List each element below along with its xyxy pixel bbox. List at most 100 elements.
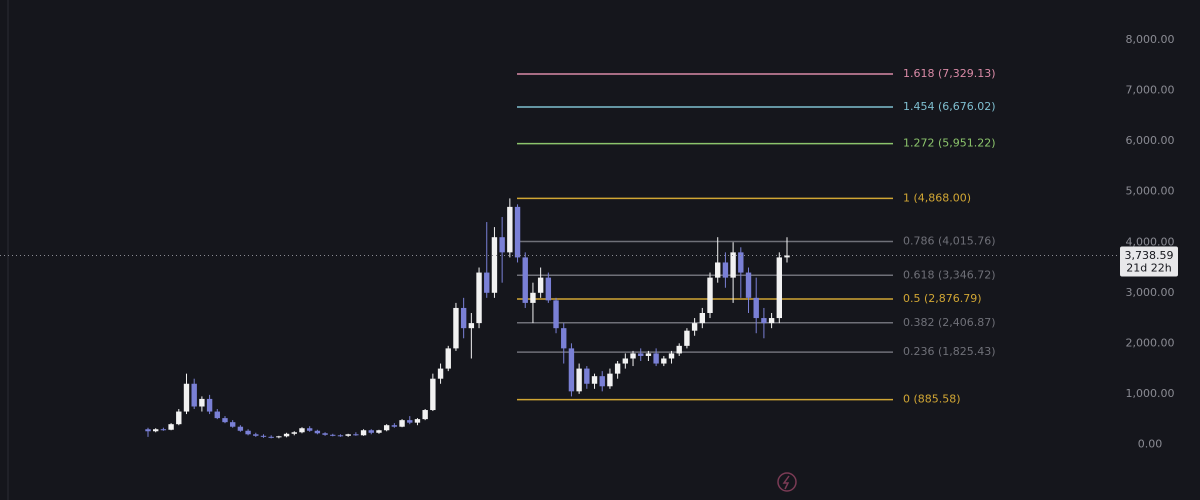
candle-body xyxy=(768,318,775,324)
candle-body xyxy=(145,429,151,432)
fib-label: 1.454 (6,676.02) xyxy=(903,100,996,113)
candle-body xyxy=(245,430,251,435)
candle-body xyxy=(445,348,451,369)
candle-body xyxy=(283,433,290,437)
candle-body xyxy=(691,323,698,331)
candle-body xyxy=(468,323,475,329)
candle-body xyxy=(222,418,228,423)
candle-body xyxy=(661,358,667,364)
candle-body xyxy=(738,252,744,273)
fib-label: 0.5 (2,876.79) xyxy=(903,292,982,305)
candle-body xyxy=(491,237,498,293)
candle-body xyxy=(514,206,521,258)
candle-body xyxy=(545,277,552,301)
candle-body xyxy=(645,353,652,356)
candle-body xyxy=(591,376,598,384)
candle-body xyxy=(291,432,297,434)
y-tick-label: 4,000.00 xyxy=(1126,235,1175,248)
fib-label: 0.236 (1,825.43) xyxy=(903,345,996,358)
candle-body xyxy=(699,313,706,324)
candle-body xyxy=(268,436,274,438)
candle-body xyxy=(276,436,282,438)
candle-body xyxy=(168,424,174,430)
y-tick-label: 1,000.00 xyxy=(1126,387,1175,400)
countdown-label: 21d 22h xyxy=(1126,261,1171,274)
y-tick-label: 2,000.00 xyxy=(1126,336,1175,349)
candle-body xyxy=(460,307,467,329)
candle-body xyxy=(568,348,575,392)
candle-body xyxy=(306,428,313,431)
candle-body xyxy=(376,430,382,433)
fib-label: 1 (4,868.00) xyxy=(903,191,971,204)
y-tick-label: 6,000.00 xyxy=(1126,134,1175,147)
candle-body xyxy=(237,426,244,431)
candle-body xyxy=(684,330,690,346)
fib-label: 0.618 (3,346.72) xyxy=(903,268,996,281)
candle-body xyxy=(430,378,436,411)
current-price-box xyxy=(1120,246,1178,277)
candle-body xyxy=(761,318,767,324)
candle-body xyxy=(337,435,344,437)
candle-body xyxy=(614,363,621,374)
candle-body xyxy=(715,262,721,278)
y-tick-label: 8,000.00 xyxy=(1126,33,1175,46)
candle-body xyxy=(707,277,713,314)
candle-body xyxy=(422,410,428,420)
candle-body xyxy=(345,434,351,436)
candle-body xyxy=(383,425,390,431)
candle-body xyxy=(722,262,729,278)
candle-body xyxy=(391,425,398,427)
fib-label: 0 (885.58) xyxy=(903,393,961,406)
candle-body xyxy=(530,292,536,303)
candle-body xyxy=(183,383,190,412)
candle-body xyxy=(484,272,490,293)
candle-body xyxy=(638,353,644,356)
candle-body xyxy=(730,252,736,278)
candle-body xyxy=(229,422,236,427)
candle-body xyxy=(322,433,328,435)
current-price-label: 3,738.59 xyxy=(1125,249,1174,262)
candle-body xyxy=(630,353,636,359)
candle-body xyxy=(314,430,321,434)
candle-body xyxy=(368,430,374,433)
y-tick-label: 5,000.00 xyxy=(1126,185,1175,198)
candle-body xyxy=(784,255,790,258)
candle-body xyxy=(476,272,482,324)
candle-body xyxy=(407,420,413,423)
candle-body xyxy=(607,373,613,387)
candle-body xyxy=(399,420,405,427)
y-tick-label: 3,000.00 xyxy=(1126,286,1175,299)
candle-body xyxy=(191,383,197,407)
candle-body xyxy=(199,398,205,407)
fib-label: 0.382 (2,406.87) xyxy=(903,316,996,329)
candle-body xyxy=(206,398,213,412)
y-tick-label: 7,000.00 xyxy=(1126,84,1175,97)
y-tick-label: 0.00 xyxy=(1138,437,1163,450)
candle-body xyxy=(214,411,220,419)
candle-body xyxy=(176,411,182,425)
candle-body xyxy=(537,277,544,293)
candle-body xyxy=(584,368,590,384)
candle-body xyxy=(653,353,659,364)
candle-body xyxy=(561,328,567,349)
candle-body xyxy=(745,272,752,298)
candle-body xyxy=(622,358,629,364)
fib-label: 1.618 (7,329.13) xyxy=(903,67,996,80)
candle-body xyxy=(553,300,559,329)
fib-label: 1.272 (5,951.22) xyxy=(903,137,996,150)
candle-body xyxy=(299,428,305,433)
candle-body xyxy=(253,434,259,436)
lightning-icon[interactable] xyxy=(777,472,797,492)
candle-body xyxy=(499,237,505,253)
candle-body xyxy=(753,297,759,319)
candle-body xyxy=(260,435,267,437)
candle-body xyxy=(453,307,459,349)
fib-label: 0.786 (4,015.76) xyxy=(903,234,996,247)
candle-body xyxy=(522,257,528,303)
candle-body xyxy=(668,353,675,359)
candle-body xyxy=(437,368,444,379)
candle-body xyxy=(353,434,359,436)
candle-body xyxy=(599,376,605,387)
